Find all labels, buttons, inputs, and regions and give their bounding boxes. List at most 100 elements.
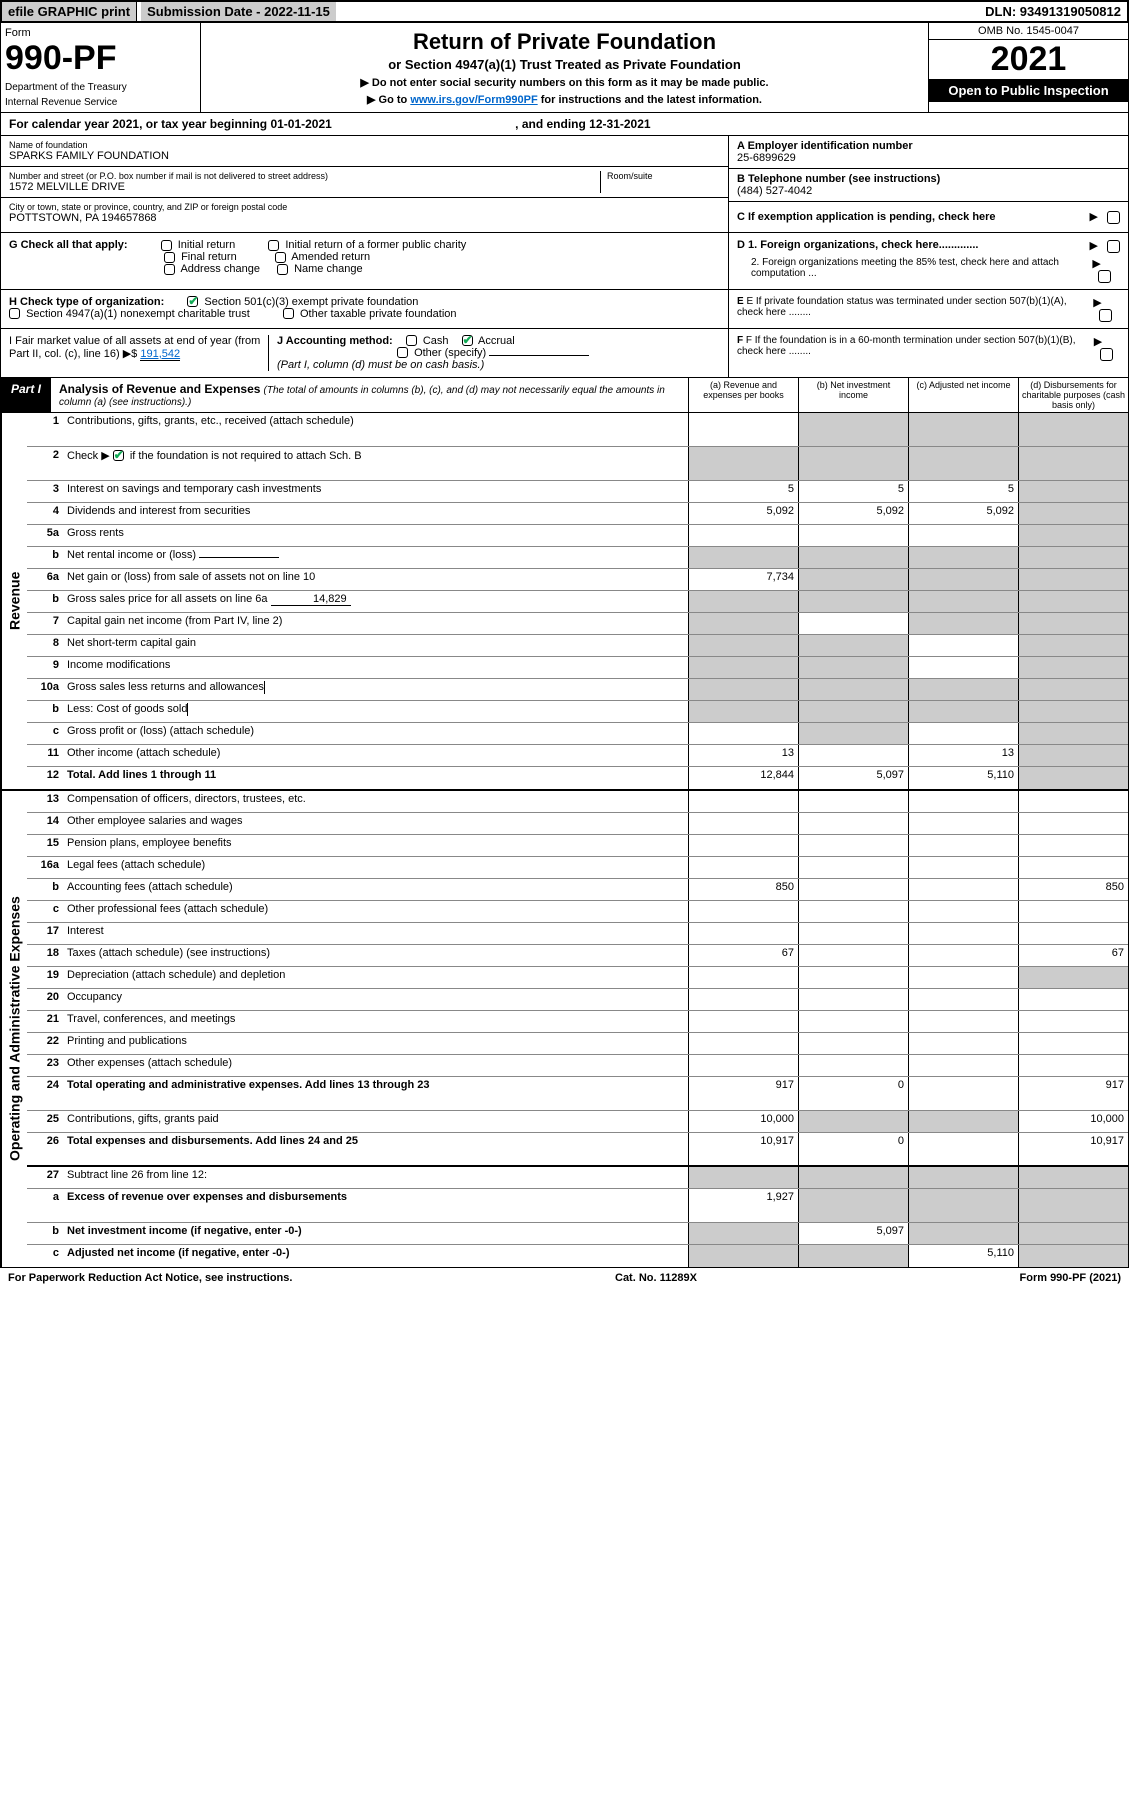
line-4: 4Dividends and interest from securities5…	[27, 503, 1128, 525]
line-8: 8Net short-term capital gain	[27, 635, 1128, 657]
l26-b: 0	[798, 1133, 908, 1165]
name-label: Name of foundation	[9, 140, 720, 150]
other-method-checkbox[interactable]	[397, 347, 408, 358]
section-i-j-f: I Fair market value of all assets at end…	[0, 329, 1129, 378]
section-h: H Check type of organization: Section 50…	[1, 290, 728, 328]
expenses-section: Operating and Administrative Expenses 13…	[0, 791, 1129, 1268]
l24-d: 917	[1018, 1077, 1128, 1110]
l16a-desc: Legal fees (attach schedule)	[63, 857, 688, 878]
expenses-vlabel: Operating and Administrative Expenses	[1, 791, 27, 1267]
d2-label: 2. Foreign organizations meeting the 85%…	[737, 257, 1092, 283]
section-h-e: H Check type of organization: Section 50…	[0, 290, 1129, 329]
cash-checkbox[interactable]	[406, 335, 417, 346]
street-address: 1572 MELVILLE DRIVE	[9, 181, 600, 193]
l26-a: 10,917	[688, 1133, 798, 1165]
ssn-warning: ▶ Do not enter social security numbers o…	[207, 76, 922, 89]
dln-number: DLN: 93491319050812	[979, 2, 1127, 21]
other-taxable-checkbox[interactable]	[283, 308, 294, 319]
l23-desc: Other expenses (attach schedule)	[63, 1055, 688, 1076]
room-label: Room/suite	[607, 171, 720, 181]
i-arrow: ▶$	[123, 348, 138, 360]
instructions-link[interactable]: www.irs.gov/Form990PF	[410, 94, 537, 106]
amended-return-checkbox[interactable]	[275, 252, 286, 263]
l19-desc: Depreciation (attach schedule) and deple…	[63, 967, 688, 988]
note2-pre: ▶ Go to	[367, 94, 410, 106]
l4-desc: Dividends and interest from securities	[63, 503, 688, 524]
foundation-name: SPARKS FAMILY FOUNDATION	[9, 150, 720, 162]
efile-print-button[interactable]: efile GRAPHIC print	[2, 2, 137, 21]
line-10b: bLess: Cost of goods sold	[27, 701, 1128, 723]
l24-a: 917	[688, 1077, 798, 1110]
d2-checkbox[interactable]	[1098, 270, 1111, 283]
schb-checkbox[interactable]	[113, 450, 124, 461]
j-note: (Part I, column (d) must be on cash basi…	[277, 359, 484, 371]
phone-value: (484) 527-4042	[737, 185, 1120, 197]
l27-desc: Subtract line 26 from line 12:	[63, 1167, 688, 1188]
cat-number: Cat. No. 11289X	[615, 1272, 697, 1284]
top-bar: efile GRAPHIC print Submission Date - 20…	[0, 0, 1129, 23]
j-cash: Cash	[423, 335, 449, 347]
line-6b: bGross sales price for all assets on lin…	[27, 591, 1128, 613]
501c3-checkbox[interactable]	[187, 296, 198, 307]
l18-desc: Taxes (attach schedule) (see instruction…	[63, 945, 688, 966]
d1-checkbox[interactable]	[1107, 240, 1120, 253]
c-checkbox[interactable]	[1107, 211, 1120, 224]
c-label: C If exemption application is pending, c…	[737, 211, 996, 223]
city-label: City or town, state or province, country…	[9, 202, 720, 212]
form-number: 990-PF	[5, 39, 196, 78]
name-change-checkbox[interactable]	[277, 264, 288, 275]
g-opt2: Final return	[181, 251, 237, 263]
line-21: 21Travel, conferences, and meetings	[27, 1011, 1128, 1033]
l18-a: 67	[688, 945, 798, 966]
initial-former-checkbox[interactable]	[268, 240, 279, 251]
l2-desc: Check ▶ if the foundation is not require…	[63, 447, 688, 480]
line-5a: 5aGross rents	[27, 525, 1128, 547]
line-14: 14Other employee salaries and wages	[27, 813, 1128, 835]
h-opt3: Other taxable private foundation	[300, 308, 457, 320]
l25-a: 10,000	[688, 1111, 798, 1132]
form-header: Form 990-PF Department of the Treasury I…	[0, 23, 1129, 113]
l5a-desc: Gross rents	[63, 525, 688, 546]
phone-cell: B Telephone number (see instructions) (4…	[729, 169, 1128, 202]
l8-desc: Net short-term capital gain	[63, 635, 688, 656]
l4-a: 5,092	[688, 503, 798, 524]
line-12: 12Total. Add lines 1 through 1112,8445,0…	[27, 767, 1128, 789]
l3-desc: Interest on savings and temporary cash i…	[63, 481, 688, 502]
l16c-desc: Other professional fees (attach schedule…	[63, 901, 688, 922]
l4-c: 5,092	[908, 503, 1018, 524]
section-i: I Fair market value of all assets at end…	[9, 335, 269, 371]
g-opt4: Address change	[180, 263, 260, 275]
l27b-b: 5,097	[798, 1223, 908, 1244]
g-label: G Check all that apply:	[9, 239, 128, 251]
section-e: E E If private foundation status was ter…	[728, 290, 1128, 328]
cal-end: , and ending 12-31-2021	[515, 117, 650, 131]
part1-title-cell: Analysis of Revenue and Expenses (The to…	[51, 378, 688, 412]
part1-header: Part I Analysis of Revenue and Expenses …	[0, 378, 1129, 413]
l26-desc: Total expenses and disbursements. Add li…	[63, 1133, 688, 1165]
accrual-checkbox[interactable]	[462, 335, 473, 346]
fmv-value[interactable]: 191,542	[140, 348, 180, 361]
ein-cell: A Employer identification number 25-6899…	[729, 136, 1128, 169]
e-checkbox[interactable]	[1099, 309, 1112, 322]
city-cell: City or town, state or province, country…	[1, 198, 728, 228]
part1-label: Part I	[1, 378, 51, 412]
l26-d: 10,917	[1018, 1133, 1128, 1165]
address-change-checkbox[interactable]	[164, 264, 175, 275]
l27a-desc: Excess of revenue over expenses and disb…	[63, 1189, 688, 1222]
line-11: 11Other income (attach schedule)1313	[27, 745, 1128, 767]
entity-info: Name of foundation SPARKS FAMILY FOUNDAT…	[0, 136, 1129, 233]
expenses-rows: 13Compensation of officers, directors, t…	[27, 791, 1128, 1267]
4947a1-checkbox[interactable]	[9, 308, 20, 319]
initial-return-checkbox[interactable]	[161, 240, 172, 251]
ein-label: A Employer identification number	[737, 140, 1120, 152]
form-title-block: Return of Private Foundation or Section …	[201, 23, 928, 112]
l16b-d: 850	[1018, 879, 1128, 900]
section-i-j: I Fair market value of all assets at end…	[1, 329, 728, 377]
paperwork-notice: For Paperwork Reduction Act Notice, see …	[8, 1272, 292, 1284]
final-return-checkbox[interactable]	[164, 252, 175, 263]
l17-desc: Interest	[63, 923, 688, 944]
section-f: F F If the foundation is in a 60-month t…	[728, 329, 1128, 377]
tax-year: 2021	[929, 40, 1128, 79]
line-3: 3Interest on savings and temporary cash …	[27, 481, 1128, 503]
f-checkbox[interactable]	[1100, 348, 1113, 361]
